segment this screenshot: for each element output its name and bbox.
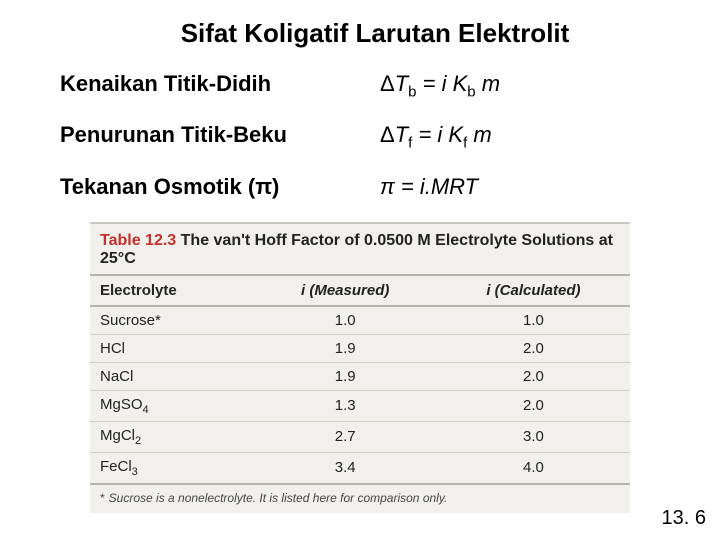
- formula-equation: ΔTf = i Kf m: [380, 122, 492, 151]
- formula-equation: π = i.MRT: [380, 174, 478, 200]
- table-row: MgCl22.73.0: [90, 421, 630, 452]
- cell-electrolyte: FeCl3: [90, 452, 254, 484]
- table-row: MgSO41.32.0: [90, 390, 630, 421]
- table-row: FeCl33.44.0: [90, 452, 630, 484]
- table-header-row: Electrolyte i (Measured) i (Calculated): [90, 276, 630, 306]
- table-body: Sucrose*1.01.0HCl1.92.0NaCl1.92.0MgSO41.…: [90, 306, 630, 484]
- cell-calculated: 2.0: [437, 334, 630, 362]
- cell-measured: 1.9: [254, 362, 437, 390]
- table-row: Sucrose*1.01.0: [90, 306, 630, 335]
- data-table: Electrolyte i (Measured) i (Calculated) …: [90, 276, 630, 485]
- table-number: Table 12.3: [100, 232, 176, 249]
- formula-row: Penurunan Titik-BekuΔTf = i Kf m: [40, 122, 680, 151]
- vant-hoff-table: Table 12.3 The van't Hoff Factor of 0.05…: [90, 222, 630, 513]
- cell-electrolyte: HCl: [90, 334, 254, 362]
- cell-measured: 3.4: [254, 452, 437, 484]
- table-footnote: *Sucrose is a nonelectrolyte. It is list…: [90, 485, 630, 513]
- cell-electrolyte: MgCl2: [90, 421, 254, 452]
- cell-calculated: 2.0: [437, 390, 630, 421]
- slide-title: Sifat Koligatif Larutan Elektrolit: [70, 18, 680, 49]
- cell-measured: 1.3: [254, 390, 437, 421]
- table-row: NaCl1.92.0: [90, 362, 630, 390]
- cell-measured: 1.9: [254, 334, 437, 362]
- formula-label: Kenaikan Titik-Didih: [60, 71, 380, 100]
- formula-equation: ΔTb = i Kb m: [380, 71, 500, 100]
- cell-calculated: 1.0: [437, 306, 630, 335]
- cell-electrolyte: MgSO4: [90, 390, 254, 421]
- col-electrolyte: Electrolyte: [90, 276, 254, 306]
- col-measured: i (Measured): [254, 276, 437, 306]
- page-number: 13. 6: [662, 507, 706, 530]
- formula-row: Tekanan Osmotik (π)π = i.MRT: [40, 174, 680, 200]
- cell-calculated: 4.0: [437, 452, 630, 484]
- col-calculated: i (Calculated): [437, 276, 630, 306]
- cell-measured: 2.7: [254, 421, 437, 452]
- cell-calculated: 2.0: [437, 362, 630, 390]
- formula-block: Kenaikan Titik-DidihΔTb = i Kb mPenuruna…: [40, 71, 680, 200]
- formula-label: Tekanan Osmotik (π): [60, 174, 380, 200]
- formula-label: Penurunan Titik-Beku: [60, 122, 380, 151]
- table-row: HCl1.92.0: [90, 334, 630, 362]
- table-caption-text: The van't Hoff Factor of 0.0500 M Electr…: [100, 232, 613, 267]
- table-caption: Table 12.3 The van't Hoff Factor of 0.05…: [90, 224, 630, 276]
- cell-electrolyte: Sucrose*: [90, 306, 254, 335]
- cell-electrolyte: NaCl: [90, 362, 254, 390]
- cell-calculated: 3.0: [437, 421, 630, 452]
- cell-measured: 1.0: [254, 306, 437, 335]
- formula-row: Kenaikan Titik-DidihΔTb = i Kb m: [40, 71, 680, 100]
